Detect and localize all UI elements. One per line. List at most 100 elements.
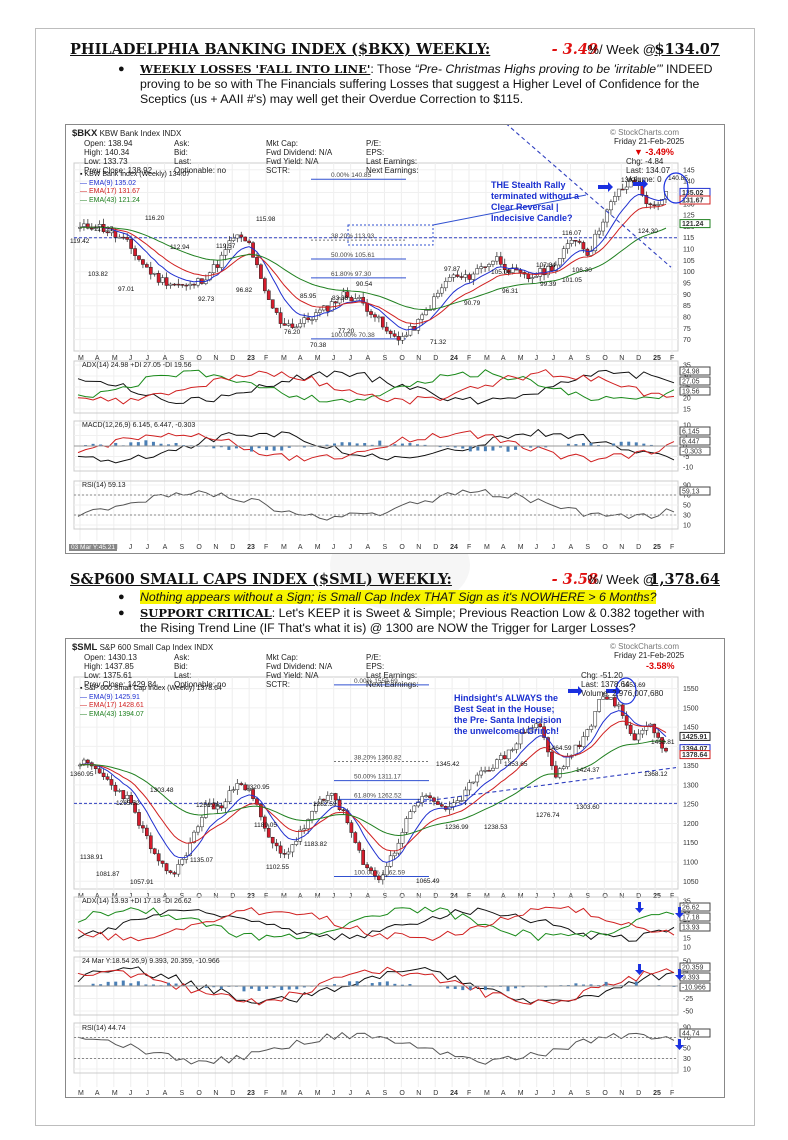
bkx-fund-row: Fwd Yield: N/A bbox=[266, 157, 319, 166]
sml-weekly-pct: - 3.58 bbox=[551, 571, 598, 588]
bkx-month-label: D bbox=[230, 355, 235, 362]
bkx-macd-line bbox=[77, 428, 675, 464]
bkx-month-label: O bbox=[399, 544, 405, 551]
bkx-earn-row: EPS: bbox=[366, 148, 385, 157]
bkx-adx-tag-text: 24.98 bbox=[682, 369, 700, 376]
sml-candle bbox=[156, 853, 161, 862]
bkx-price-label: 124.30 bbox=[638, 228, 658, 235]
bkx-price-label: 140.85 bbox=[668, 175, 688, 182]
bkx-candle bbox=[479, 266, 484, 269]
bkx-candle bbox=[176, 283, 181, 286]
bkx-candle bbox=[282, 323, 287, 326]
sml-macd-hist bbox=[250, 986, 254, 989]
bkx-candle bbox=[384, 326, 389, 332]
bkx-candle bbox=[262, 278, 267, 292]
sml-y-tick: 1500 bbox=[683, 705, 699, 712]
sml-macd-hist bbox=[287, 986, 291, 990]
bkx-candle bbox=[290, 323, 295, 328]
sml-candle bbox=[396, 842, 401, 854]
sml-macd-hist bbox=[446, 986, 450, 989]
bkx-candle bbox=[318, 309, 322, 313]
bkx-rsi-tick: 30 bbox=[683, 513, 691, 520]
bkx-heading-line: PHILADELPHIA BANKING INDEX ($BKX) WEEKLY… bbox=[70, 41, 720, 58]
sml-macd-hist bbox=[355, 981, 359, 987]
bkx-price-label: 105.06 bbox=[491, 269, 511, 276]
sml-candle bbox=[412, 805, 417, 812]
sml-month-label: N bbox=[416, 1090, 421, 1097]
bkx-price-label: 90.79 bbox=[464, 300, 481, 307]
bkx-month-label: J bbox=[535, 544, 539, 551]
sml-candle bbox=[337, 799, 342, 810]
bkx-candle bbox=[620, 188, 625, 191]
bkx-month-label: S bbox=[382, 544, 387, 551]
bkx-candle bbox=[172, 283, 177, 286]
bkx-macd-hist bbox=[468, 446, 472, 452]
bkx-ohlc-row: Open: 138.94 bbox=[84, 139, 133, 148]
sml-candle bbox=[589, 725, 594, 730]
bkx-macd-tick: -10 bbox=[683, 465, 693, 472]
bkx-macd-hist bbox=[476, 446, 480, 451]
bkx-candle bbox=[121, 236, 126, 239]
sml-month-label: N bbox=[213, 1090, 218, 1097]
bkx-price-label: 96.31 bbox=[502, 288, 519, 295]
sml-indicator-arrow bbox=[675, 907, 684, 918]
bkx-macd-hist bbox=[378, 440, 382, 447]
bkx-candle bbox=[357, 297, 362, 299]
bkx-candle bbox=[624, 186, 629, 190]
sml-earn-row: EPS: bbox=[366, 662, 385, 671]
sml-candle bbox=[384, 866, 389, 876]
bkx-month-label: A bbox=[569, 544, 574, 551]
sml-macd-hist bbox=[114, 981, 118, 987]
bkx-bullet-quote: “Pre- Christmas Highs proving to be 'irr… bbox=[414, 62, 663, 76]
bkx-annotation: THE Stealth Rally terminated without a C… bbox=[491, 180, 580, 223]
bkx-month-label: J bbox=[349, 355, 353, 362]
bkx-earn-block: P/E: EPS: Last Earnings: Next Earnings: bbox=[366, 139, 418, 175]
bkx-month-label: 24 bbox=[450, 544, 458, 551]
bkx-ohlc-row: High: 140.34 bbox=[84, 148, 130, 157]
sml-macd-hist bbox=[385, 981, 389, 987]
sml-candle bbox=[247, 789, 251, 791]
bkx-candle bbox=[337, 297, 342, 304]
sml-fund-row: Fwd Dividend: N/A bbox=[266, 662, 333, 671]
sml-candle bbox=[636, 733, 641, 741]
bkx-y-tick: 125 bbox=[683, 213, 695, 220]
sml-candle bbox=[506, 749, 511, 760]
sml-month-label: S bbox=[179, 1090, 184, 1097]
bkx-month-label: N bbox=[213, 544, 218, 551]
bkx-last-tag bbox=[679, 219, 711, 229]
sml-candle bbox=[455, 800, 460, 804]
bkx-candle bbox=[255, 257, 259, 266]
bkx-highlight-circle bbox=[663, 172, 689, 204]
sml-candle bbox=[97, 768, 102, 774]
sml-candle bbox=[176, 864, 181, 875]
sml-candle bbox=[554, 765, 558, 778]
sml-price-label: 1138.91 bbox=[80, 854, 103, 861]
bkx-rsi-tick: 10 bbox=[683, 523, 691, 530]
bkx-rsi-line bbox=[77, 489, 675, 521]
bkx-candle bbox=[259, 264, 263, 279]
sml-earn-row: P/E: bbox=[366, 653, 382, 662]
sml-candle bbox=[266, 828, 271, 838]
sml-candle bbox=[365, 864, 369, 869]
bkx-month-label: A bbox=[163, 544, 168, 551]
bkx-month-label: M bbox=[518, 355, 524, 362]
sml-price-label: 1081.87 bbox=[96, 871, 120, 878]
bkx-macd-hist bbox=[159, 443, 163, 447]
bkx-candle bbox=[467, 274, 472, 280]
bkx-month-label: D bbox=[636, 355, 641, 362]
sml-month-label: J bbox=[552, 1090, 556, 1097]
bkx-candle bbox=[459, 276, 464, 278]
sml-candle bbox=[129, 795, 133, 804]
bkx-candle bbox=[160, 277, 165, 283]
bkx-month-label: N bbox=[619, 355, 624, 362]
sml-candle bbox=[487, 770, 491, 772]
bkx-month-label: M bbox=[518, 544, 524, 551]
bkx-month-label: A bbox=[501, 544, 506, 551]
bkx-price-label: 116.07 bbox=[562, 230, 582, 237]
bkx-candle bbox=[506, 269, 511, 273]
bkx-macd-hist bbox=[272, 446, 276, 451]
sml-candle bbox=[211, 803, 216, 810]
sml-indicator-arrow bbox=[635, 964, 644, 975]
bkx-earn-row: P/E: bbox=[366, 139, 382, 148]
sml-candle bbox=[640, 730, 645, 735]
